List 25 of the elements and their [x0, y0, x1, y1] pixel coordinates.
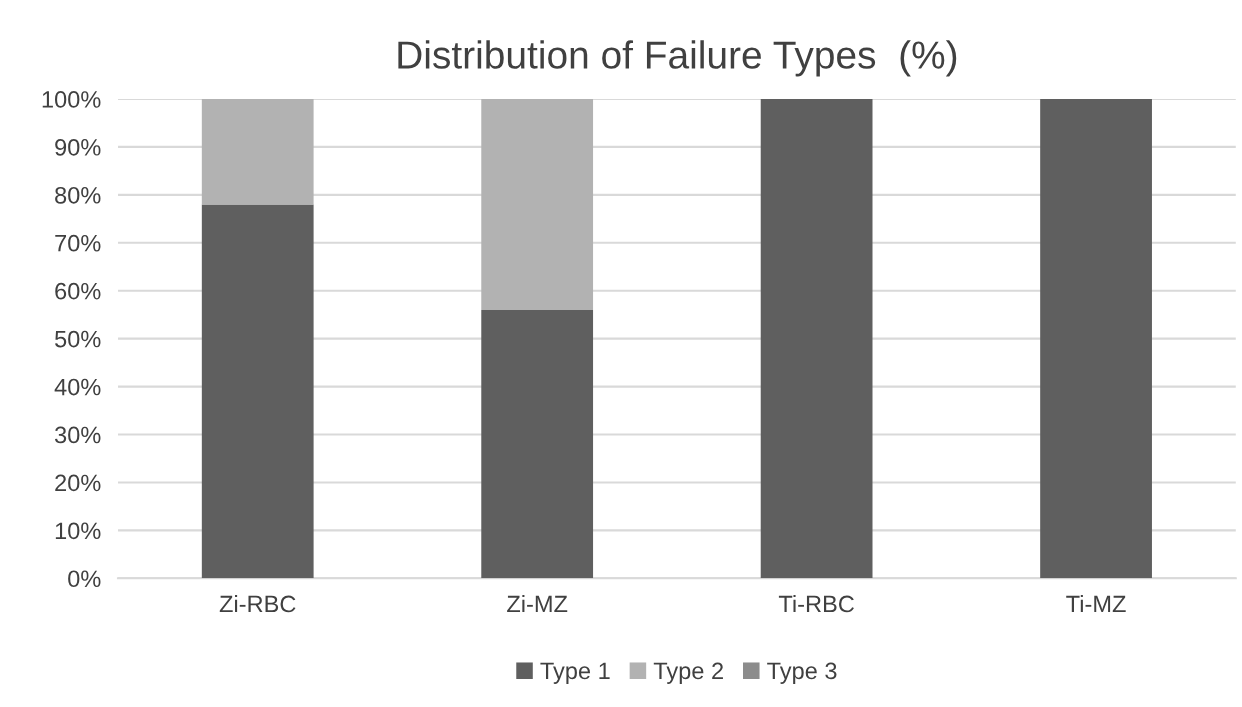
legend-label: Type 1: [540, 662, 610, 684]
y-tick-label: 80%: [55, 186, 101, 204]
y-tick-label: 100%: [42, 91, 101, 108]
y-tick-label: 60%: [55, 282, 101, 300]
legend-label: Type 2: [653, 662, 723, 684]
bar: [481, 309, 594, 579]
chart-title: Distribution of Failure Types (%): [398, 40, 957, 77]
y-tick-label: 10%: [55, 522, 101, 540]
bar: [760, 98, 873, 579]
x-tick-label: Ti-MZ: [1066, 594, 1126, 613]
x-tick-label: Zi-MZ: [507, 594, 568, 613]
y-tick-label: 50%: [55, 330, 101, 348]
y-tick-label: 0%: [68, 570, 101, 588]
y-tick-label: 30%: [54, 426, 101, 444]
legend-label: Type 3: [767, 662, 837, 684]
y-tick-label: 40%: [54, 378, 101, 396]
x-tick-label: Zi-RBC: [219, 594, 296, 613]
y-tick-label: 90%: [55, 138, 101, 156]
bar: [1040, 98, 1152, 579]
bar: [201, 98, 314, 205]
y-tick-label: 20%: [55, 474, 101, 492]
y-tick-label: 70%: [55, 234, 101, 252]
bar: [201, 204, 314, 579]
x-tick-label: Ti-RBC: [778, 594, 854, 613]
bar: [481, 98, 594, 310]
